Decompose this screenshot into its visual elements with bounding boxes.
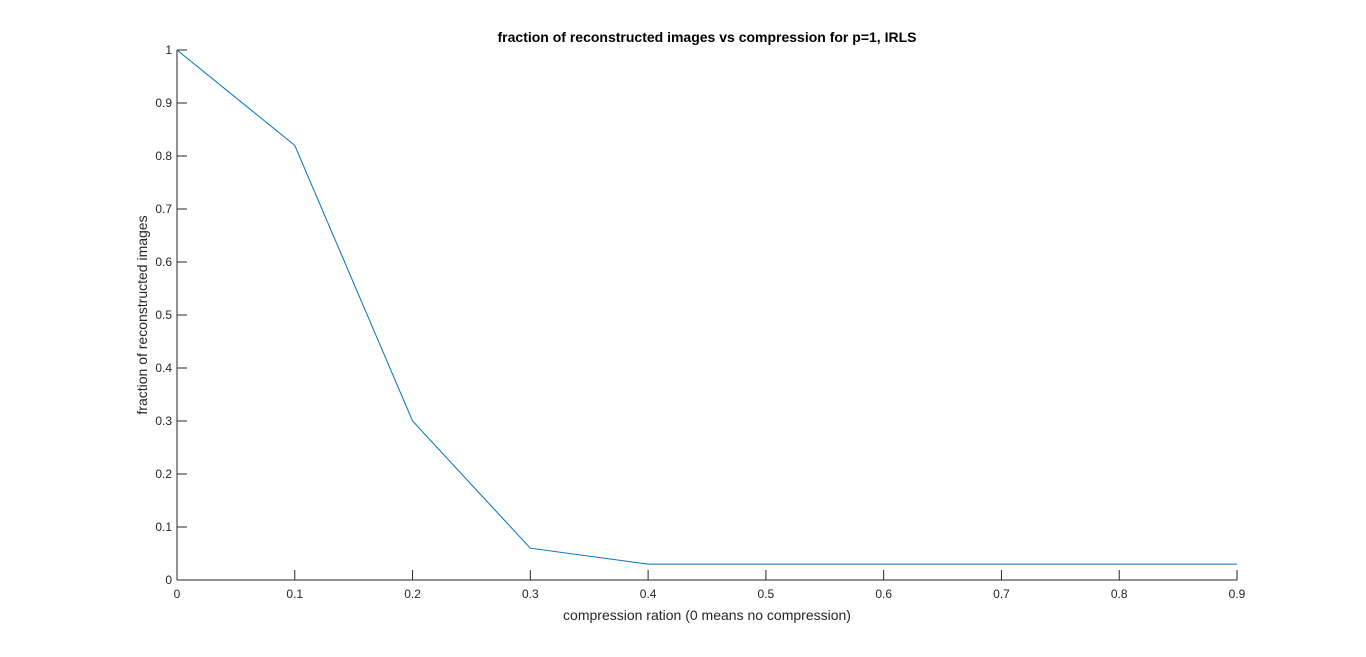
series-line (176, 49, 1237, 565)
x-axis-ticks: 0 0.1 0.2 0.3 0.4 0.5 0.6 0.7 0.8 0.9 (174, 570, 1246, 601)
y-tick-label: 0.5 (155, 308, 172, 322)
x-tick-label: 0.1 (286, 587, 303, 601)
x-tick-label: 0.5 (758, 587, 775, 601)
x-tick-label: 0.4 (640, 587, 657, 601)
y-tick-label: 0.6 (155, 255, 172, 269)
y-tick-label: 0.9 (155, 96, 172, 110)
x-tick-label: 0.6 (875, 587, 892, 601)
y-tick-label: 1 (165, 43, 172, 57)
y-tick-label: 0.1 (155, 520, 172, 534)
x-tick-label: 0.9 (1229, 587, 1246, 601)
x-tick-label: 0.8 (1111, 587, 1128, 601)
y-tick-label: 0.8 (155, 149, 172, 163)
x-axis-label: compression ration (0 means no compressi… (563, 607, 851, 623)
series-group (176, 49, 1237, 565)
x-tick-label: 0.3 (522, 587, 539, 601)
x-tick-label: 0.2 (404, 587, 421, 601)
x-tick-label: 0.7 (993, 587, 1010, 601)
chart-title: fraction of reconstructed images vs comp… (498, 29, 917, 45)
y-axis-label: fraction of reconstructed images (134, 215, 150, 414)
y-axis-ticks: 0 0.1 0.2 0.3 0.4 0.5 0.6 0.7 0.8 0.9 1 (155, 43, 187, 587)
x-tick-label: 0 (174, 587, 181, 601)
y-tick-label: 0.7 (155, 202, 172, 216)
y-tick-label: 0.2 (155, 467, 172, 481)
y-tick-label: 0 (165, 573, 172, 587)
y-tick-label: 0.3 (155, 414, 172, 428)
y-tick-label: 0.4 (155, 361, 172, 375)
